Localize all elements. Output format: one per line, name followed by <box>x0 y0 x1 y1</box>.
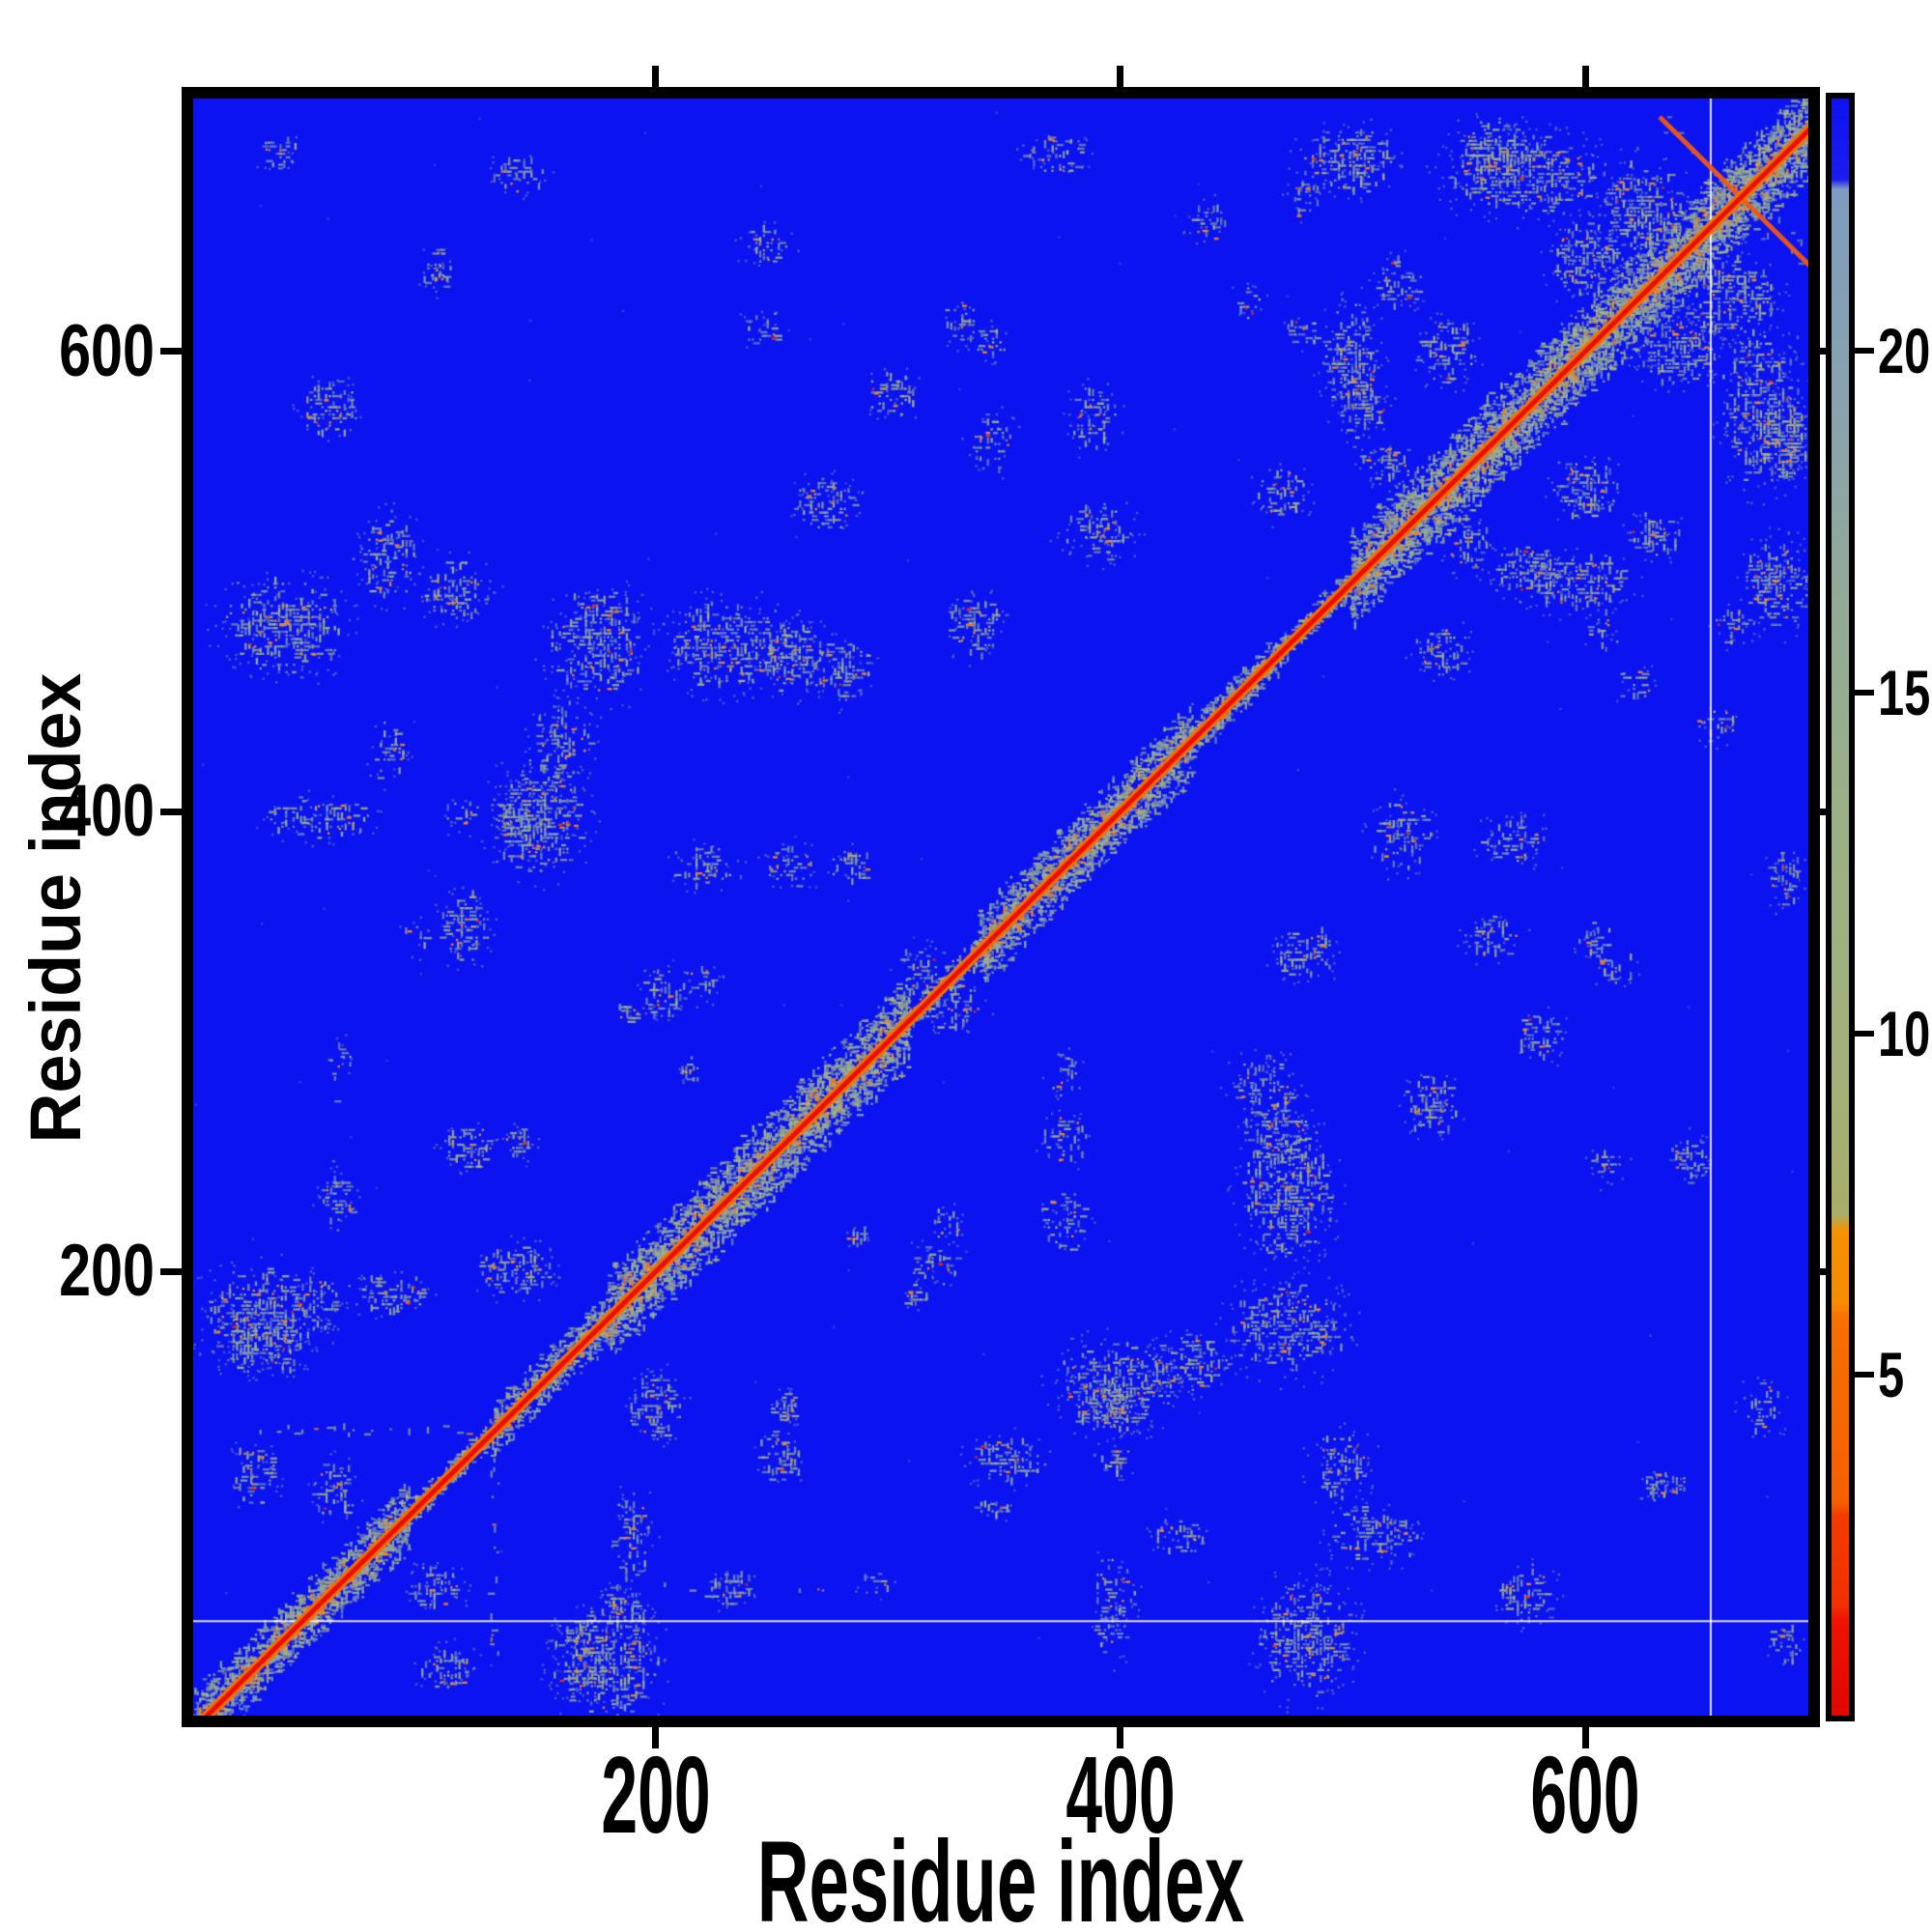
x-axis-tick <box>652 1727 660 1748</box>
colorbar-tick <box>1855 348 1874 355</box>
x-axis-tick-label: 400 <box>1065 1734 1176 1856</box>
y-axis-tick-label: 400 <box>59 770 155 853</box>
distance-matrix-canvas <box>193 99 1808 1716</box>
y-axis-tick <box>160 808 182 815</box>
x-axis-top-tick <box>652 66 660 87</box>
colorbar-tick <box>1855 1030 1874 1037</box>
colorbar-tick <box>1855 1371 1874 1378</box>
y-axis-tick <box>160 1267 182 1275</box>
x-axis-tick-label: 200 <box>601 1734 711 1856</box>
x-axis-title: Residue index <box>756 1817 1245 1932</box>
colorbar-tick-label: 20 <box>1878 315 1931 387</box>
x-axis-tick-label: 600 <box>1530 1734 1640 1856</box>
colorbar-tick-label: 5 <box>1878 1338 1905 1410</box>
x-axis-tick <box>1117 1727 1124 1748</box>
x-axis-tick <box>1581 1727 1589 1748</box>
y-axis-title: Residue index <box>15 672 96 1144</box>
y-axis-tick-label: 600 <box>59 309 155 392</box>
colorbar-gradient <box>1832 99 1849 1716</box>
x-axis-top-tick <box>1581 66 1589 87</box>
y-axis-tick <box>160 348 182 355</box>
y-axis-tick-label: 200 <box>59 1230 155 1313</box>
colorbar-tick-label: 15 <box>1878 656 1931 728</box>
heatmap-plot-area <box>182 87 1820 1727</box>
colorbar-tick-label: 10 <box>1878 997 1931 1069</box>
colorbar <box>1826 93 1855 1721</box>
x-axis-top-tick <box>1117 66 1124 87</box>
colorbar-tick <box>1855 689 1874 696</box>
